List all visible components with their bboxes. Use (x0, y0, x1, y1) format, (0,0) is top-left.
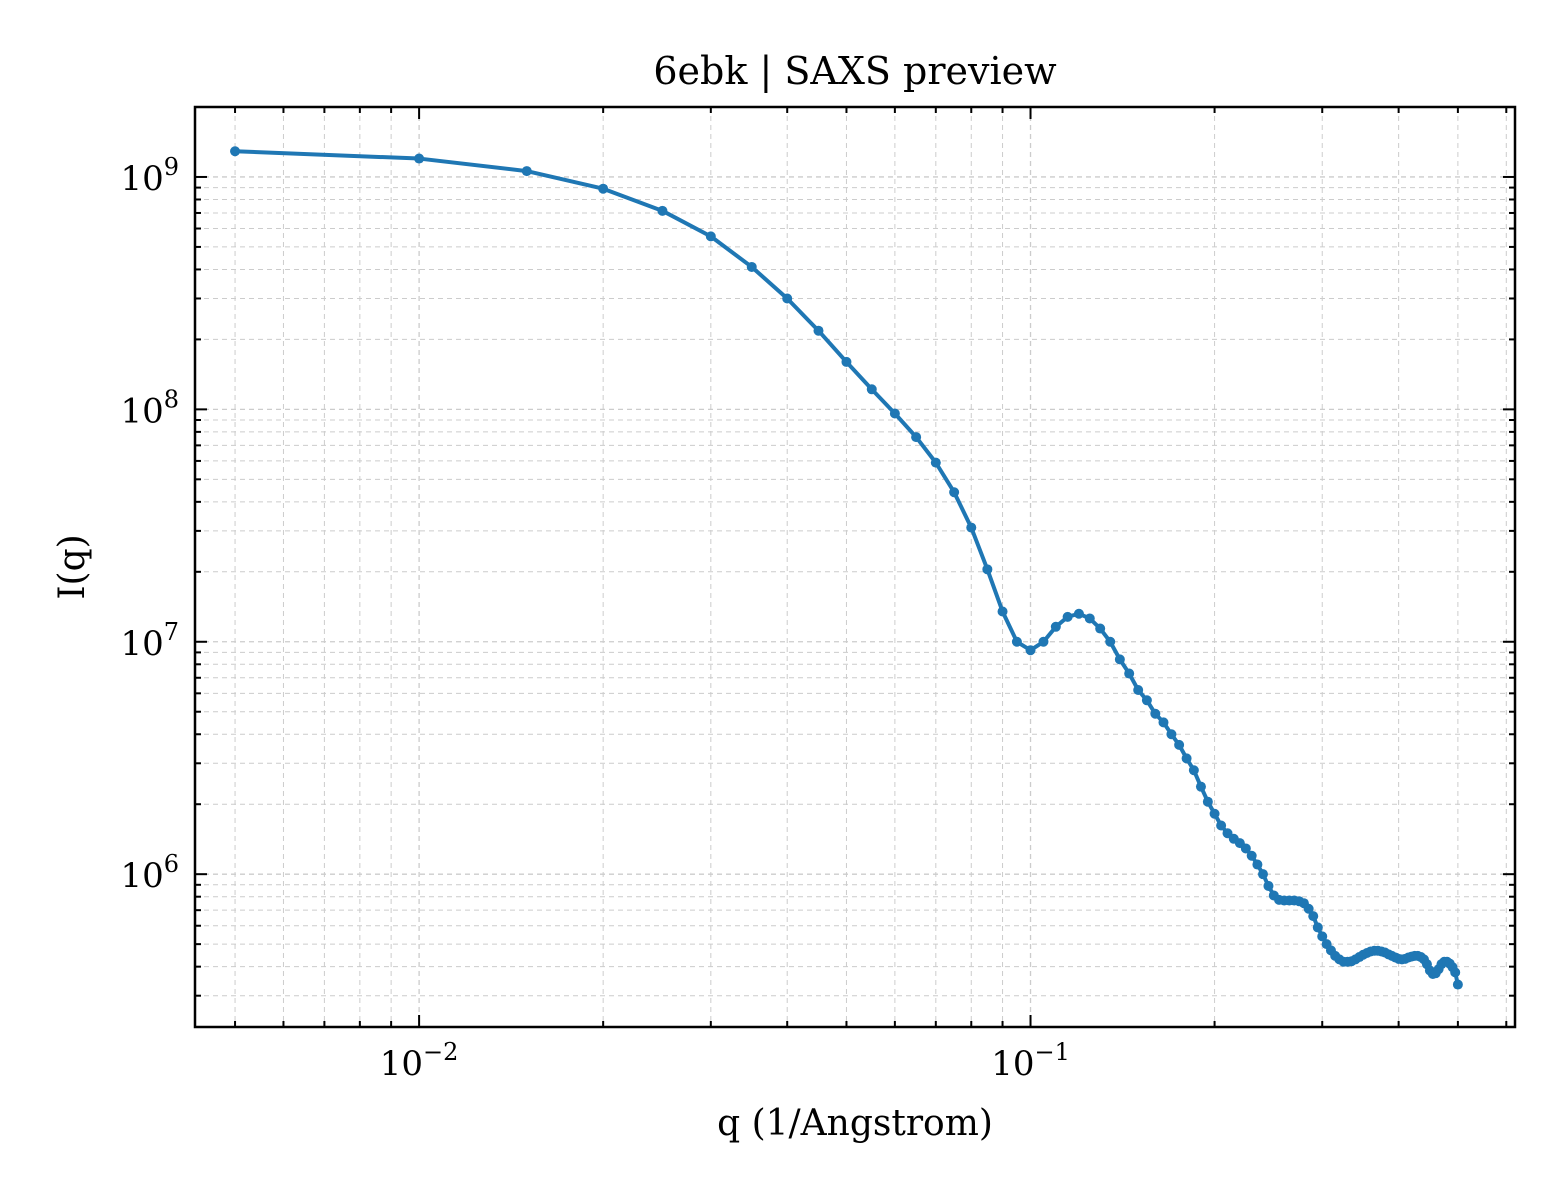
data-point (705, 231, 716, 242)
data-point (1181, 753, 1192, 764)
data-point (1317, 931, 1328, 942)
data-point (1141, 695, 1152, 706)
tick-labels: 10−2 10−1 106 107 108 109 (120, 153, 1069, 1084)
plot-frame (193, 105, 1517, 1029)
data-point (966, 522, 977, 533)
data-point (1174, 739, 1185, 750)
data-point (1062, 611, 1073, 622)
data-point (1246, 850, 1257, 861)
x-tick-label: 10−2 (380, 1038, 459, 1084)
data-point (1158, 717, 1169, 728)
data-point (1188, 765, 1199, 776)
y-tick-label: 106 (120, 850, 179, 896)
y-tick-label: 107 (120, 618, 179, 664)
data-point (841, 356, 852, 367)
data-point (1308, 911, 1319, 922)
data-point (997, 606, 1008, 617)
x-tick-label: 10−1 (991, 1038, 1070, 1084)
data-point (782, 293, 793, 304)
data-point (982, 564, 993, 575)
y-tick-label: 109 (120, 153, 179, 199)
data-point (521, 166, 532, 177)
data-point (911, 432, 922, 443)
data-point (1038, 636, 1049, 647)
data-point (746, 261, 757, 272)
data-point (866, 384, 877, 395)
data-point (1095, 623, 1106, 634)
series-points (230, 146, 1463, 990)
data-point (1312, 922, 1323, 933)
data-point (1202, 796, 1213, 807)
data-point (230, 146, 241, 157)
data-point (930, 457, 941, 468)
data-point (657, 205, 668, 216)
data-point (1303, 903, 1314, 914)
grid-lines (195, 106, 1515, 1027)
data-point (1450, 967, 1461, 978)
data-point (813, 325, 824, 336)
data-point (1263, 880, 1274, 891)
data-point (1084, 613, 1095, 624)
data-point (1133, 685, 1144, 696)
data-point (1011, 636, 1022, 647)
data-point (1025, 645, 1036, 656)
data-point (1216, 820, 1227, 831)
data-point (1195, 781, 1206, 792)
data-point (1150, 708, 1161, 719)
data-point (1114, 654, 1125, 665)
data-point (1257, 869, 1268, 880)
y-axis-label: I(q) (52, 534, 93, 599)
data-point (1252, 859, 1263, 870)
data-point (949, 487, 960, 498)
data-point (414, 153, 425, 164)
data-point (889, 408, 900, 419)
data-point (1240, 843, 1251, 854)
axis-ticks (195, 106, 1515, 1027)
data-point (1073, 608, 1084, 619)
data-point (1209, 808, 1220, 819)
data-point (598, 183, 609, 194)
data-point (1124, 668, 1135, 679)
data-point (1050, 621, 1061, 632)
data-point (1105, 636, 1116, 647)
x-axis-label: q (1/Angstrom) (717, 1103, 993, 1144)
data-point (1166, 729, 1177, 740)
y-tick-label: 108 (120, 385, 179, 431)
chart-title: 6ebk | SAXS preview (653, 49, 1057, 93)
data-point (1452, 979, 1463, 990)
